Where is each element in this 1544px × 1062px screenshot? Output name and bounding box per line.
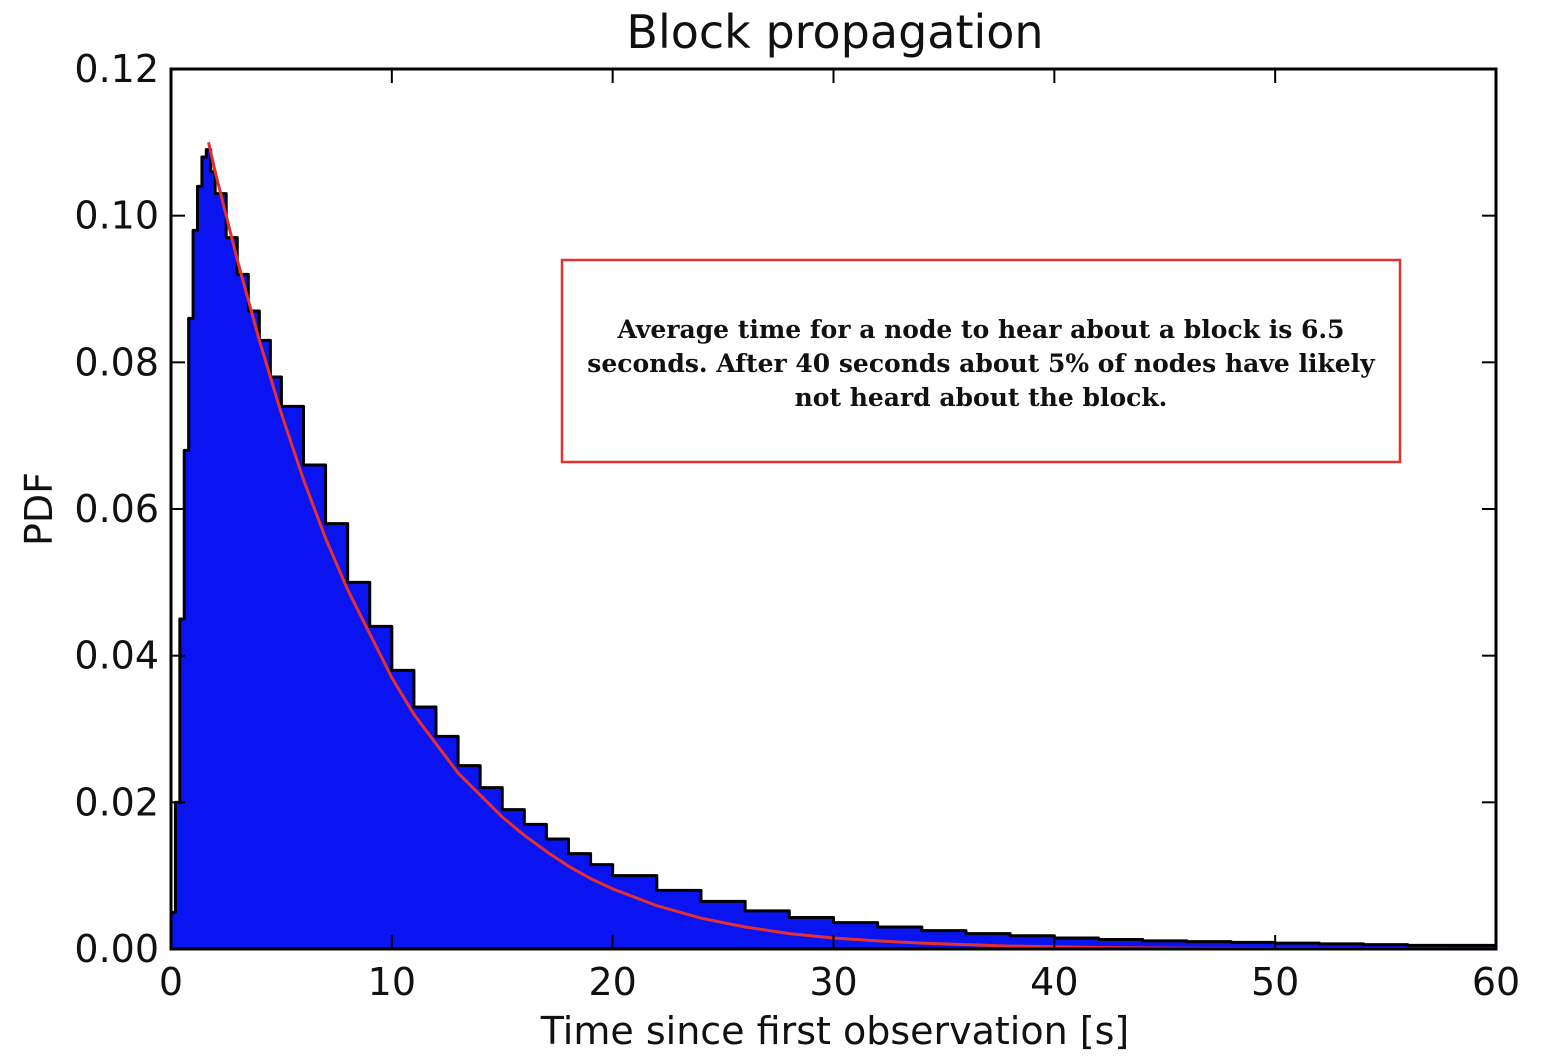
y-tick-label: 0.00 <box>74 927 159 971</box>
histogram-fill <box>171 149 1496 949</box>
y-axis-label: PDF <box>17 472 61 546</box>
x-tick-label: 0 <box>159 960 183 1004</box>
annotation-line-3: not heard about the block. <box>795 383 1168 412</box>
x-tick-label: 30 <box>809 960 857 1004</box>
x-tick-label: 50 <box>1251 960 1299 1004</box>
y-tick-label: 0.02 <box>74 780 159 824</box>
y-tick-label: 0.12 <box>74 47 159 91</box>
annotation-line-1: Average time for a node to hear about a … <box>617 315 1345 344</box>
x-tick-label: 40 <box>1030 960 1078 1004</box>
x-tick-label: 20 <box>588 960 636 1004</box>
histogram-outline <box>169 148 1498 949</box>
x-axis-label: Time since first observation [s] <box>540 1009 1129 1053</box>
y-tick-label: 0.08 <box>74 340 159 384</box>
annotation-box: Average time for a node to hear about a … <box>560 258 1402 464</box>
annotation-line-2: seconds. After 40 seconds about 5% of no… <box>587 349 1376 378</box>
y-tick-label: 0.10 <box>74 194 159 238</box>
y-tick-label: 0.04 <box>74 634 159 678</box>
axis-ticks: 0 10 20 30 40 50 60 0.00 0.02 0.04 0.06 0.08 0.10 0.1… <box>74 47 1520 1004</box>
annotation-frame <box>560 258 1402 464</box>
y-tick-label: 0.06 <box>74 487 159 531</box>
chart-title: Block propagation <box>626 5 1043 59</box>
x-tick-label: 60 <box>1472 960 1520 1004</box>
x-tick-label: 10 <box>368 960 416 1004</box>
